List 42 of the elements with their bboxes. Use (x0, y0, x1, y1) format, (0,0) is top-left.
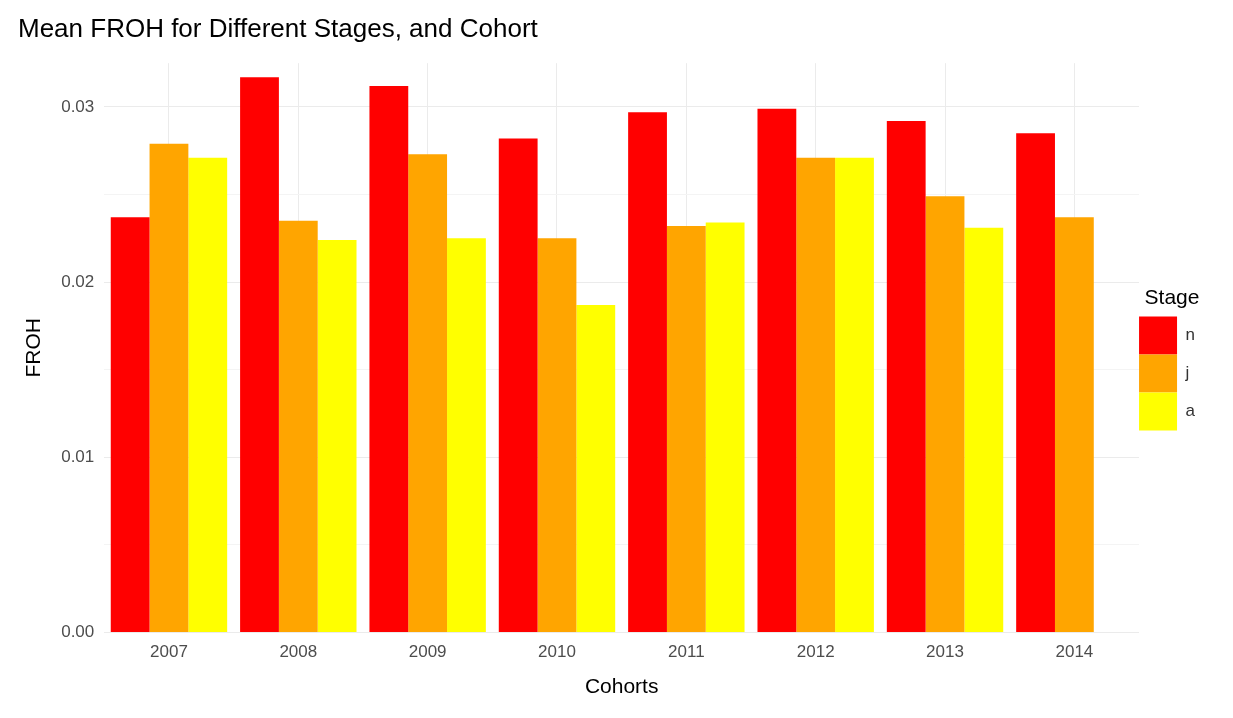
bar (498, 138, 538, 632)
bar (240, 77, 279, 632)
x-tick-label: 2012 (796, 642, 835, 662)
y-axis-title: FROH (21, 318, 45, 378)
bar (317, 240, 357, 632)
x-tick-label: 2011 (668, 642, 705, 662)
bar (110, 217, 150, 632)
bar (835, 157, 874, 632)
bar (796, 157, 836, 632)
bar (369, 85, 409, 632)
bar (1054, 217, 1094, 632)
x-tick-label: 2010 (538, 642, 576, 662)
bar (628, 112, 667, 632)
legend-label: j (1184, 363, 1190, 383)
bar (447, 238, 486, 632)
bar (576, 304, 616, 632)
x-tick-label: 2007 (150, 642, 188, 662)
chart-title: Mean FROH for Different Stages, and Cohort (18, 12, 539, 43)
x-tick-label: 2013 (926, 642, 964, 662)
bar (408, 154, 448, 632)
x-tick-label: 2008 (279, 642, 318, 662)
y-tick-label: 0.01 (61, 446, 95, 466)
x-tick-label: 2014 (1055, 642, 1094, 662)
bar (278, 220, 318, 632)
y-tick-label: 0.02 (61, 271, 95, 291)
bar (188, 157, 228, 632)
bar (757, 108, 797, 632)
x-tick-label: 2009 (408, 642, 447, 662)
bar (666, 226, 706, 632)
bar (925, 196, 965, 632)
y-tick-label: 0.03 (61, 96, 95, 116)
legend-label: a (1185, 401, 1196, 421)
legend-title: Stage (1144, 284, 1200, 308)
bar (886, 121, 926, 632)
y-tick-label: 0.00 (61, 622, 95, 642)
bar (705, 222, 745, 632)
bar (537, 238, 577, 632)
bar (964, 227, 1004, 632)
bar (1016, 133, 1055, 632)
x-axis-title: Cohorts (584, 674, 659, 698)
legend-label: n (1185, 325, 1196, 345)
bar (149, 143, 189, 632)
